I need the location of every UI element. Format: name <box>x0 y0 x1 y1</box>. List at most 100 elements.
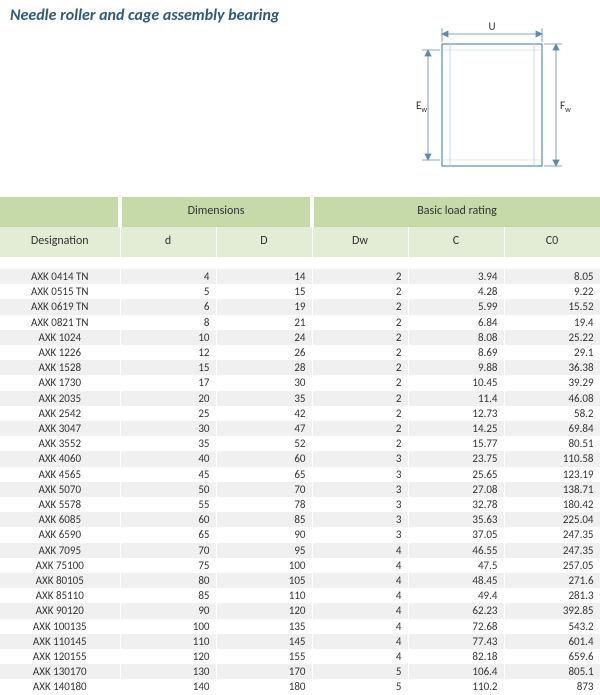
cell-value: 225.04 <box>504 512 600 527</box>
cell-value: 130 <box>120 664 216 679</box>
cell-value: 123.19 <box>504 467 600 482</box>
table-row: AXK 0619 TN61925.9915.52 <box>0 299 600 314</box>
cell-designation: AXK 2542 <box>0 406 120 421</box>
table-row: AXK 110145110145477.43601.4 <box>0 634 600 649</box>
group-basic-load: Basic load rating <box>312 197 600 227</box>
table-row: AXK 0515 TN51524.289.22 <box>0 284 600 299</box>
cell-value: 85 <box>120 588 216 603</box>
cell-value: 247.35 <box>504 543 600 558</box>
cell-value: 2 <box>312 375 408 390</box>
cell-value: 873 <box>504 679 600 694</box>
cell-designation: AXK 85110 <box>0 588 120 603</box>
cell-value: 392.85 <box>504 603 600 618</box>
table-group-header: Dimensions Basic load rating <box>0 197 600 227</box>
col-d: d <box>120 227 216 257</box>
cell-value: 11.4 <box>408 391 504 406</box>
cell-value: 257.05 <box>504 558 600 573</box>
table-row: AXK 35523552215.7780.51 <box>0 436 600 451</box>
cell-value: 106.4 <box>408 664 504 679</box>
cell-value: 28 <box>216 360 312 375</box>
table-row: AXK 100135100135472.68543.2 <box>0 619 600 634</box>
table-row: AXK 25422542212.7358.2 <box>0 406 600 421</box>
cell-value: 30 <box>120 421 216 436</box>
cell-value: 78 <box>216 497 312 512</box>
cell-value: 70 <box>120 543 216 558</box>
table-row: AXK 9012090120462.23392.85 <box>0 603 600 618</box>
cell-value: 180 <box>216 679 312 694</box>
cell-value: 100 <box>216 558 312 573</box>
dim-ew-label: Ew <box>416 99 427 115</box>
table-row: AXK 60856085335.63225.04 <box>0 512 600 527</box>
cell-value: 25 <box>120 406 216 421</box>
table-row: AXK 17301730210.4539.29 <box>0 375 600 390</box>
cell-value: 35 <box>120 436 216 451</box>
cell-value: 65 <box>120 527 216 542</box>
cell-value: 2 <box>312 436 408 451</box>
cell-value: 3.94 <box>408 269 504 284</box>
cell-value: 15 <box>120 360 216 375</box>
cell-value: 26 <box>216 345 312 360</box>
col-Dw: Dw <box>312 227 408 257</box>
cell-value: 6.84 <box>408 315 504 330</box>
cell-value: 24 <box>216 330 312 345</box>
cell-value: 50 <box>120 482 216 497</box>
cell-value: 180.42 <box>504 497 600 512</box>
cell-value: 10.45 <box>408 375 504 390</box>
cell-value: 105 <box>216 573 312 588</box>
col-D: D <box>216 227 312 257</box>
cell-value: 110 <box>216 588 312 603</box>
cell-value: 170 <box>216 664 312 679</box>
table-row: AXK 45654565325.65123.19 <box>0 467 600 482</box>
cell-value: 42 <box>216 406 312 421</box>
cell-value: 3 <box>312 467 408 482</box>
cell-value: 19 <box>216 299 312 314</box>
cell-value: 69.84 <box>504 421 600 436</box>
cell-value: 9.22 <box>504 284 600 299</box>
cell-value: 15 <box>216 284 312 299</box>
cell-value: 8.08 <box>408 330 504 345</box>
cell-value: 17 <box>120 375 216 390</box>
cell-value: 8.05 <box>504 269 600 284</box>
cell-value: 2 <box>312 299 408 314</box>
cell-value: 2 <box>312 284 408 299</box>
cell-value: 60 <box>216 451 312 466</box>
cell-value: 281.3 <box>504 588 600 603</box>
cell-designation: AXK 4060 <box>0 451 120 466</box>
cell-value: 70 <box>216 482 312 497</box>
cell-designation: AXK 75100 <box>0 558 120 573</box>
cell-value: 80 <box>120 573 216 588</box>
cell-designation: AXK 5070 <box>0 482 120 497</box>
table-row: AXK 7510075100447.5257.05 <box>0 558 600 573</box>
cell-value: 110 <box>120 634 216 649</box>
cell-value: 45 <box>120 467 216 482</box>
cell-value: 15.52 <box>504 299 600 314</box>
cell-value: 49.4 <box>408 588 504 603</box>
cell-designation: AXK 4565 <box>0 467 120 482</box>
cell-designation: AXK 3552 <box>0 436 120 451</box>
cell-value: 2 <box>312 421 408 436</box>
col-C0: C0 <box>504 227 600 257</box>
cell-value: 805.1 <box>504 664 600 679</box>
cell-designation: AXK 3047 <box>0 421 120 436</box>
cell-value: 247.35 <box>504 527 600 542</box>
cell-value: 6 <box>120 299 216 314</box>
cell-value: 140 <box>120 679 216 694</box>
cell-value: 4 <box>312 573 408 588</box>
cell-value: 9.88 <box>408 360 504 375</box>
cell-designation: AXK 5578 <box>0 497 120 512</box>
cell-value: 36.38 <box>504 360 600 375</box>
cell-value: 543.2 <box>504 619 600 634</box>
table-row: AXK 1024102428.0825.22 <box>0 330 600 345</box>
cell-value: 58.2 <box>504 406 600 421</box>
cell-value: 2 <box>312 406 408 421</box>
cell-designation: AXK 2035 <box>0 391 120 406</box>
table-row: AXK 8511085110449.4281.3 <box>0 588 600 603</box>
cell-value: 8.69 <box>408 345 504 360</box>
table-row: AXK 1226122628.6929.1 <box>0 345 600 360</box>
cell-value: 8 <box>120 315 216 330</box>
cell-value: 20 <box>120 391 216 406</box>
cell-value: 3 <box>312 512 408 527</box>
table-row: AXK 0821 TN82126.8419.4 <box>0 315 600 330</box>
table-row: AXK 1401801401805110.2873 <box>0 679 600 694</box>
cell-value: 75 <box>120 558 216 573</box>
